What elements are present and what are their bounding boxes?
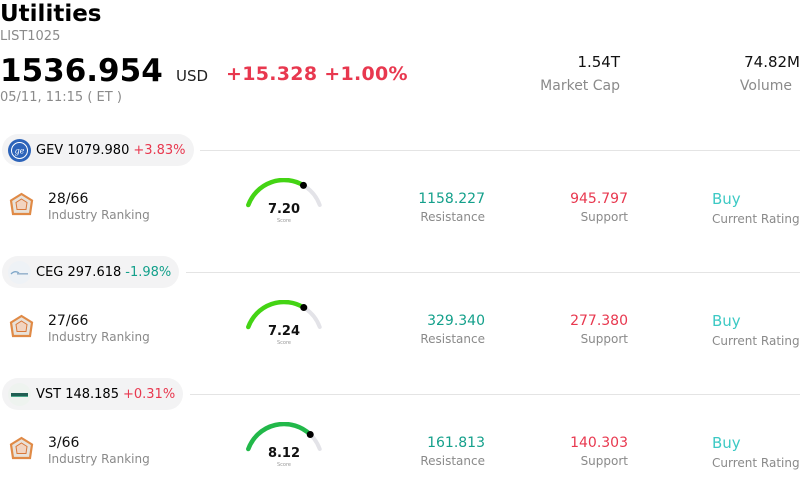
- industry-rank-label: Industry Ranking: [48, 330, 150, 344]
- market-cap-label: Market Cap: [540, 78, 620, 94]
- industry-rank-label: Industry Ranking: [48, 452, 150, 466]
- gauge-marker: [300, 304, 308, 312]
- score-caption: Score: [276, 218, 291, 224]
- industry-rank: 27/66: [48, 313, 89, 329]
- resistance-value: 1158.227: [418, 191, 485, 207]
- ticker-change: +0.31%: [122, 386, 176, 402]
- vistra-logo-icon: [8, 382, 31, 406]
- gauge-svg: [246, 299, 322, 330]
- resistance-label: Resistance: [420, 210, 485, 224]
- resistance-label: Resistance: [420, 454, 485, 468]
- page-title: Utilities: [0, 1, 102, 27]
- rating-label: Current Rating: [712, 212, 800, 226]
- svg-text:ge: ge: [15, 146, 25, 155]
- resistance-value: 329.340: [427, 313, 485, 329]
- score-gauge: 8.12 Score: [238, 421, 330, 472]
- support-label: Support: [580, 332, 628, 346]
- divider: [190, 394, 800, 395]
- list-id: LIST1025: [0, 29, 61, 44]
- price-change: +15.328 +1.00%: [226, 63, 408, 85]
- market-cap-value: 1.54T: [577, 53, 620, 71]
- rating-label: Current Rating: [712, 456, 800, 470]
- score-caption: Score: [276, 340, 291, 346]
- support-value: 140.303: [570, 435, 628, 451]
- gauge-marker: [299, 181, 307, 189]
- stock-card: ge GEV 1079.980 +3.83% 28/66 Industry Ra…: [0, 134, 800, 256]
- ticker-symbol-price: VST 148.185: [36, 386, 119, 402]
- score-value: 8.12: [267, 446, 301, 461]
- volume-value: 74.82M: [744, 53, 800, 71]
- ticker-symbol-price: CEG 297.618: [36, 264, 122, 280]
- ticker-pill[interactable]: CEG 297.618 -1.98%: [2, 256, 180, 288]
- ticker-pill[interactable]: VST 148.185 +0.31%: [2, 378, 184, 410]
- resistance-value: 161.813: [427, 435, 485, 451]
- score-value: 7.20: [267, 202, 301, 217]
- score-caption: Score: [276, 462, 291, 468]
- rating-label: Current Rating: [712, 334, 800, 348]
- gauge-fill: [246, 421, 313, 452]
- stock-card: VST 148.185 +0.31% 3/66 Industry Ranking…: [0, 378, 800, 488]
- gauge-fill: [246, 299, 307, 330]
- ge-logo-icon: ge: [8, 138, 31, 162]
- rating-value[interactable]: Buy: [712, 434, 741, 452]
- rating-value[interactable]: Buy: [712, 190, 741, 208]
- score-gauge: 7.20 Score: [238, 177, 330, 228]
- score-value: 7.24: [267, 324, 301, 339]
- ranking-icon: [8, 436, 35, 463]
- gauge-svg: [246, 421, 322, 452]
- ticker-change: +3.83%: [133, 142, 186, 158]
- index-price: 1536.954: [0, 53, 163, 89]
- volume-label: Volume: [739, 78, 792, 94]
- gauge-svg: [246, 177, 322, 208]
- support-label: Support: [580, 210, 628, 224]
- divider: [200, 150, 800, 151]
- stock-card: CEG 297.618 -1.98% 27/66 Industry Rankin…: [0, 256, 800, 378]
- resistance-label: Resistance: [420, 332, 485, 346]
- rating-value[interactable]: Buy: [712, 312, 741, 330]
- support-label: Support: [580, 454, 628, 468]
- score-gauge: 7.24 Score: [238, 299, 330, 350]
- industry-rank: 3/66: [48, 435, 80, 451]
- ranking-icon: [8, 192, 35, 219]
- support-value: 945.797: [570, 191, 628, 207]
- industry-rank-label: Industry Ranking: [48, 208, 150, 222]
- ticker-symbol-price: GEV 1079.980: [36, 142, 130, 158]
- gauge-fill: [246, 177, 306, 208]
- divider: [186, 272, 800, 273]
- ranking-icon: [8, 314, 35, 341]
- constellation-logo-icon: [8, 260, 31, 284]
- gauge-marker: [306, 431, 314, 439]
- industry-rank: 28/66: [48, 191, 89, 207]
- support-value: 277.380: [570, 313, 628, 329]
- currency-label: USD: [176, 67, 209, 85]
- quote-datetime: 05/11, 11:15 ( ET ): [0, 90, 122, 105]
- ticker-pill[interactable]: ge GEV 1079.980 +3.83%: [2, 134, 194, 166]
- ticker-change: -1.98%: [125, 264, 172, 280]
